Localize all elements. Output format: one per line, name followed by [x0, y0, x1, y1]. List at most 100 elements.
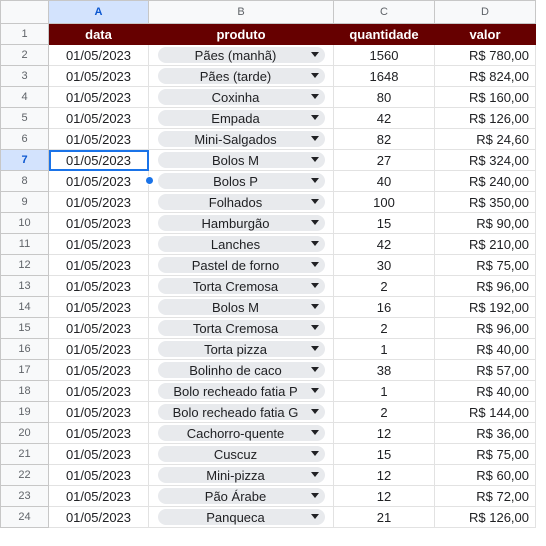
cell-produto[interactable]: Mini-pizza [148, 464, 334, 486]
cell-valor[interactable]: R$ 75,00 [434, 443, 536, 465]
row-number[interactable]: 14 [0, 296, 49, 318]
row-number[interactable]: 12 [0, 254, 49, 276]
cell-quantidade[interactable]: 38 [333, 359, 435, 381]
cell-valor[interactable]: R$ 824,00 [434, 65, 536, 87]
cell-produto[interactable]: Pão Árabe [148, 485, 334, 507]
row-number[interactable]: 13 [0, 275, 49, 297]
cell-data[interactable]: 01/05/2023 [48, 464, 149, 486]
cell-quantidade[interactable]: 12 [333, 464, 435, 486]
row-number[interactable]: 18 [0, 380, 49, 402]
cell-produto[interactable]: Coxinha [148, 86, 334, 108]
cell-produto[interactable]: Empada [148, 107, 334, 129]
cell-valor[interactable]: R$ 324,00 [434, 149, 536, 171]
dropdown-arrow-icon[interactable] [311, 115, 319, 120]
column-header-b[interactable]: B [148, 0, 334, 24]
cell-data[interactable]: 01/05/2023 [48, 191, 149, 213]
row-number[interactable]: 5 [0, 107, 49, 129]
cell-valor[interactable]: R$ 60,00 [434, 464, 536, 486]
dropdown-arrow-icon[interactable] [311, 94, 319, 99]
cell-valor[interactable]: R$ 36,00 [434, 422, 536, 444]
produto-dropdown-chip[interactable]: Folhados [158, 194, 325, 210]
dropdown-arrow-icon[interactable] [311, 262, 319, 267]
cell-valor[interactable]: R$ 160,00 [434, 86, 536, 108]
cell-valor[interactable]: R$ 96,00 [434, 317, 536, 339]
cell-quantidade[interactable]: 21 [333, 506, 435, 528]
cell-produto[interactable]: Bolos M [148, 296, 334, 318]
row-number[interactable]: 16 [0, 338, 49, 360]
produto-dropdown-chip[interactable]: Pão Árabe [158, 488, 325, 504]
row-number[interactable]: 9 [0, 191, 49, 213]
cell-produto[interactable]: Pastel de forno [148, 254, 334, 276]
select-all-corner[interactable] [0, 0, 49, 24]
produto-dropdown-chip[interactable]: Bolos M [158, 299, 325, 315]
dropdown-arrow-icon[interactable] [311, 325, 319, 330]
cell-quantidade[interactable]: 82 [333, 128, 435, 150]
row-number[interactable]: 22 [0, 464, 49, 486]
cell-valor[interactable]: R$ 96,00 [434, 275, 536, 297]
dropdown-arrow-icon[interactable] [311, 430, 319, 435]
cell-data[interactable]: 01/05/2023 [48, 296, 149, 318]
produto-dropdown-chip[interactable]: Torta Cremosa [158, 320, 325, 336]
cell-quantidade[interactable]: 2 [333, 317, 435, 339]
produto-dropdown-chip[interactable]: Bolos M [158, 152, 325, 168]
cell-valor[interactable]: R$ 240,00 [434, 170, 536, 192]
cell-quantidade[interactable]: 2 [333, 275, 435, 297]
cell-data[interactable]: 01/05/2023 [48, 233, 149, 255]
cell-quantidade[interactable]: 2 [333, 401, 435, 423]
cell-quantidade[interactable]: 27 [333, 149, 435, 171]
row-number[interactable]: 2 [0, 44, 49, 66]
cell-data[interactable]: 01/05/2023 [48, 275, 149, 297]
produto-dropdown-chip[interactable]: Coxinha [158, 89, 325, 105]
cell-valor[interactable]: R$ 72,00 [434, 485, 536, 507]
dropdown-arrow-icon[interactable] [311, 514, 319, 519]
dropdown-arrow-icon[interactable] [311, 178, 319, 183]
cell-quantidade[interactable]: 100 [333, 191, 435, 213]
dropdown-arrow-icon[interactable] [311, 220, 319, 225]
cell-data[interactable]: 01/05/2023 [48, 317, 149, 339]
cell-valor[interactable]: R$ 192,00 [434, 296, 536, 318]
cell-data[interactable]: 01/05/2023 [48, 380, 149, 402]
cell-produto[interactable]: Bolos P [148, 170, 334, 192]
cell-quantidade[interactable]: 1648 [333, 65, 435, 87]
produto-dropdown-chip[interactable]: Mini-pizza [158, 467, 325, 483]
cell-produto[interactable]: Bolos M [148, 149, 334, 171]
cell-data[interactable]: 01/05/2023 [48, 128, 149, 150]
row-number[interactable]: 20 [0, 422, 49, 444]
produto-dropdown-chip[interactable]: Mini-Salgados [158, 131, 325, 147]
produto-dropdown-chip[interactable]: Pães (tarde) [158, 68, 325, 84]
cell-produto[interactable]: Mini-Salgados [148, 128, 334, 150]
header-cell-produto[interactable]: produto [148, 23, 334, 45]
cell-valor[interactable]: R$ 75,00 [434, 254, 536, 276]
cell-produto[interactable]: Torta Cremosa [148, 275, 334, 297]
cell-data[interactable]: 01/05/2023 [48, 254, 149, 276]
dropdown-arrow-icon[interactable] [311, 346, 319, 351]
header-cell-valor[interactable]: valor [434, 23, 536, 45]
cell-valor[interactable]: R$ 90,00 [434, 212, 536, 234]
row-number[interactable]: 19 [0, 401, 49, 423]
cell-data[interactable]: 01/05/2023 [48, 170, 149, 192]
produto-dropdown-chip[interactable]: Cachorro-quente [158, 425, 325, 441]
row-number[interactable]: 10 [0, 212, 49, 234]
cell-quantidade[interactable]: 42 [333, 233, 435, 255]
cell-quantidade[interactable]: 15 [333, 443, 435, 465]
dropdown-arrow-icon[interactable] [311, 472, 319, 477]
cell-data[interactable]: 01/05/2023 [48, 65, 149, 87]
cell-data[interactable]: 01/05/2023 [48, 422, 149, 444]
produto-dropdown-chip[interactable]: Hamburgão [158, 215, 325, 231]
cell-data[interactable]: 01/05/2023 [48, 359, 149, 381]
dropdown-arrow-icon[interactable] [311, 241, 319, 246]
header-cell-data[interactable]: data [48, 23, 149, 45]
cell-produto[interactable]: Cuscuz [148, 443, 334, 465]
header-cell-quantidade[interactable]: quantidade [333, 23, 435, 45]
row-number[interactable]: 23 [0, 485, 49, 507]
dropdown-arrow-icon[interactable] [311, 157, 319, 162]
cell-valor[interactable]: R$ 24,60 [434, 128, 536, 150]
cell-quantidade[interactable]: 42 [333, 107, 435, 129]
cell-valor[interactable]: R$ 144,00 [434, 401, 536, 423]
dropdown-arrow-icon[interactable] [311, 367, 319, 372]
dropdown-arrow-icon[interactable] [311, 409, 319, 414]
row-number[interactable]: 4 [0, 86, 49, 108]
cell-data[interactable]: 01/05/2023 [48, 338, 149, 360]
cell-produto[interactable]: Cachorro-quente [148, 422, 334, 444]
cell-produto[interactable]: Lanches [148, 233, 334, 255]
